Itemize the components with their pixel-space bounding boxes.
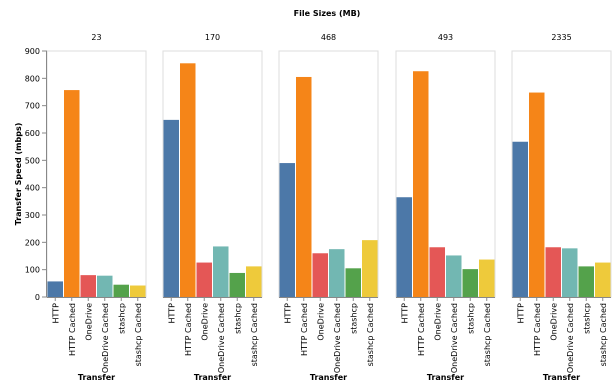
bar [529, 92, 545, 298]
facet-panel: 170 HTTP HTTP Cached OneDrive OneDrive Cache… [162, 33, 263, 382]
x-tick-label: HTTP Cached [417, 303, 426, 356]
y-axis-title: Transfer Speed (mbps) [14, 123, 23, 226]
facet-label: 468 [321, 33, 336, 42]
bar [345, 268, 361, 297]
x-tick-label: stashcp [582, 303, 591, 334]
bar [229, 272, 245, 297]
facet-label: 493 [438, 33, 453, 42]
y-tick-label: 300 [25, 211, 40, 220]
bar [312, 253, 328, 297]
x-tick-label: HTTP [283, 303, 292, 324]
facet-panel: 468 HTTP HTTP Cached OneDrive OneDrive Cache… [278, 33, 379, 382]
bar [413, 71, 429, 297]
bar [329, 249, 345, 297]
bar [80, 275, 96, 297]
facets: 23 HTTP HTTP Cached OneDrive OneDrive Cached… [25, 33, 612, 382]
bar [446, 255, 462, 297]
bar [163, 119, 179, 297]
x-tick-label: HTTP [400, 303, 409, 324]
x-tick-label: stashcp Cached [366, 303, 375, 366]
x-tick-label: HTTP Cached [300, 303, 309, 356]
x-tick-label: stashcp Cached [250, 303, 259, 366]
x-axis-title: Transfer [194, 373, 231, 382]
bar [279, 163, 295, 297]
bar [595, 262, 611, 297]
bar [296, 76, 312, 297]
bar [47, 281, 63, 297]
y-tick-label: 100 [25, 266, 40, 275]
chart-title: File Sizes (MB) [294, 9, 361, 18]
y-tick-label: 700 [25, 102, 40, 111]
x-tick-label: stashcp [466, 303, 475, 334]
bar [246, 266, 262, 297]
x-tick-label: stashcp [117, 303, 126, 334]
facet-panel: 23 HTTP HTTP Cached OneDrive OneDrive Cached… [46, 33, 147, 382]
x-tick-label: stashcp [233, 303, 242, 334]
bar [180, 63, 196, 297]
x-tick-label: stashcp Cached [134, 303, 143, 366]
bar [578, 266, 594, 297]
x-tick-label: stashcp Cached [483, 303, 492, 366]
x-tick-label: stashcp Cached [599, 303, 608, 366]
bar [130, 285, 146, 297]
bar [113, 284, 129, 297]
x-axis-title: Transfer [310, 373, 347, 382]
bar [196, 262, 212, 297]
facet-label: 170 [205, 33, 220, 42]
bar [462, 269, 478, 297]
facet-label: 2335 [551, 33, 571, 42]
x-tick-label: OneDrive Cached [566, 303, 575, 373]
bar [512, 141, 528, 297]
y-tick-label: 500 [25, 156, 40, 165]
facet-frame [46, 50, 147, 298]
bar [429, 247, 445, 297]
x-tick-label: OneDrive [200, 303, 209, 341]
bar [97, 275, 113, 297]
bar [213, 246, 229, 297]
bar [545, 247, 561, 297]
x-tick-label: OneDrive [84, 303, 93, 341]
y-tick-label: 800 [25, 74, 40, 83]
x-tick-label: HTTP [51, 303, 60, 324]
x-axis-title: Transfer [427, 373, 464, 382]
x-tick-label: OneDrive Cached [217, 303, 226, 373]
bar [562, 248, 578, 297]
x-tick-label: OneDrive Cached [101, 303, 110, 373]
bar [396, 197, 412, 297]
x-tick-label: OneDrive [433, 303, 442, 341]
x-tick-label: HTTP Cached [533, 303, 542, 356]
facet-label: 23 [91, 33, 101, 42]
y-tick-label: 0 [35, 293, 40, 302]
facet-panel: 2335 HTTP HTTP Cached OneDrive OneDrive Cach… [511, 33, 612, 382]
x-tick-label: stashcp [349, 303, 358, 334]
x-tick-label: HTTP Cached [184, 303, 193, 356]
x-tick-label: HTTP Cached [68, 303, 77, 356]
bar [362, 240, 378, 297]
bar [479, 259, 495, 297]
x-tick-label: HTTP [167, 303, 176, 324]
x-tick-label: OneDrive Cached [450, 303, 459, 373]
y-tick-label: 400 [25, 184, 40, 193]
facet-panel: 493 HTTP HTTP Cached OneDrive OneDrive Cache… [395, 33, 496, 382]
x-tick-label: OneDrive [549, 303, 558, 341]
bar [64, 90, 80, 297]
x-tick-label: HTTP [516, 303, 525, 324]
y-tick-label: 200 [25, 238, 40, 247]
x-axis-title: Transfer [78, 373, 115, 382]
x-tick-label: OneDrive Cached [333, 303, 342, 373]
y-tick-label: 900 [25, 47, 40, 56]
x-axis-title: Transfer [543, 373, 580, 382]
x-tick-label: OneDrive [316, 303, 325, 341]
y-tick-label: 600 [25, 129, 40, 138]
